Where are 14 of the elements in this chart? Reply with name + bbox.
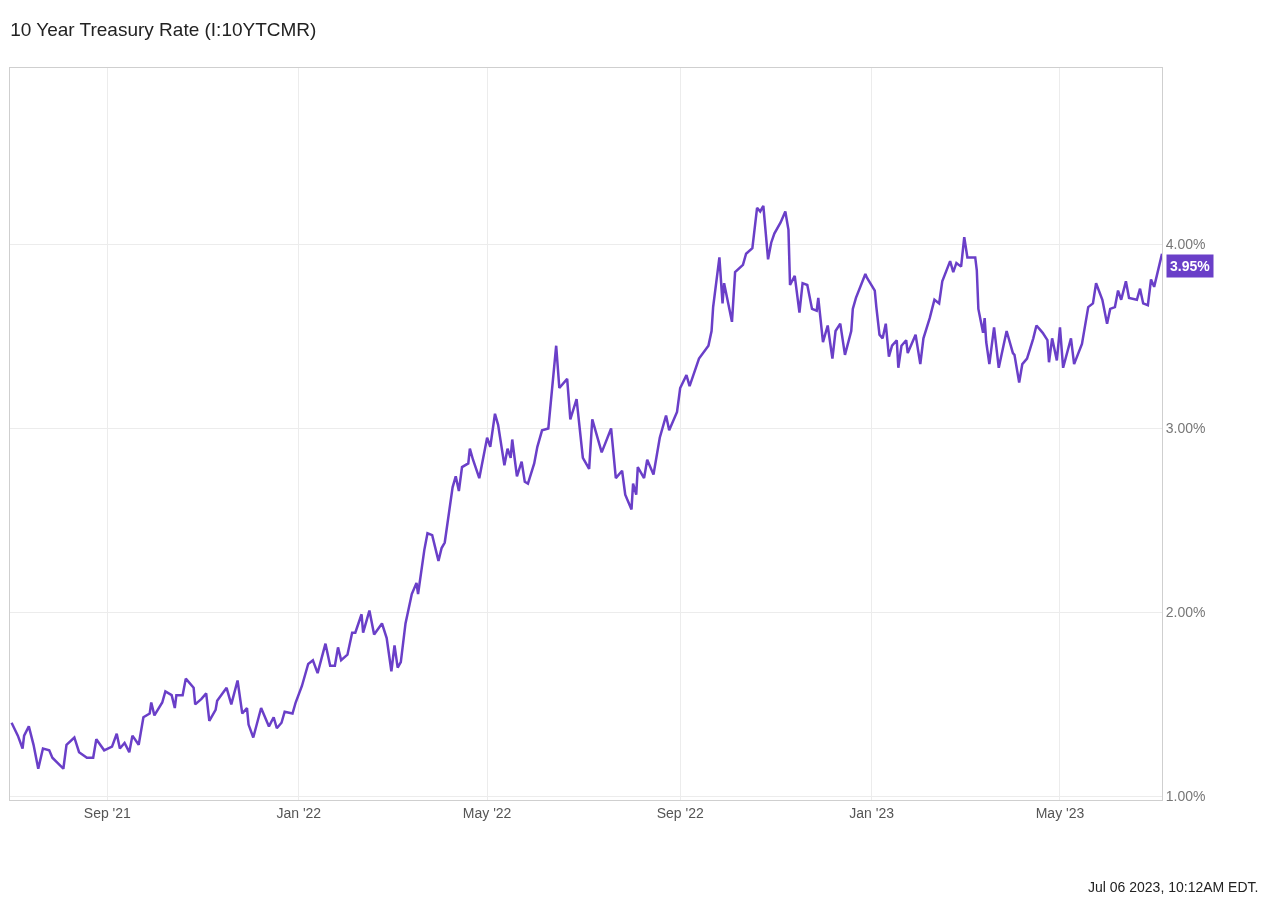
- line-series: [10, 204, 1162, 770]
- text: Jul 06 2023, 10:12AM EDT.: [1088, 879, 1259, 895]
- y-tick-label: 1.00%: [1165, 788, 1206, 805]
- x-tick-label: May '23: [1035, 804, 1085, 821]
- annotation: 3.95%: [1170, 258, 1211, 274]
- x-tick-label: Sep '21: [83, 804, 132, 821]
- x-tick-label: Jan '23: [849, 804, 895, 821]
- x-tick-label: Sep '22: [656, 804, 704, 821]
- y-tick-label: 4.00%: [1165, 236, 1206, 253]
- y-tick-label: 3.00%: [1165, 420, 1206, 437]
- x-tick-label: May '22: [462, 804, 512, 821]
- chart-title: 10 Year Treasury Rate (I:10YTCMR): [10, 19, 317, 41]
- x-tick-label: Jan '22: [276, 804, 322, 821]
- y-tick-label: 2.00%: [1165, 604, 1206, 621]
